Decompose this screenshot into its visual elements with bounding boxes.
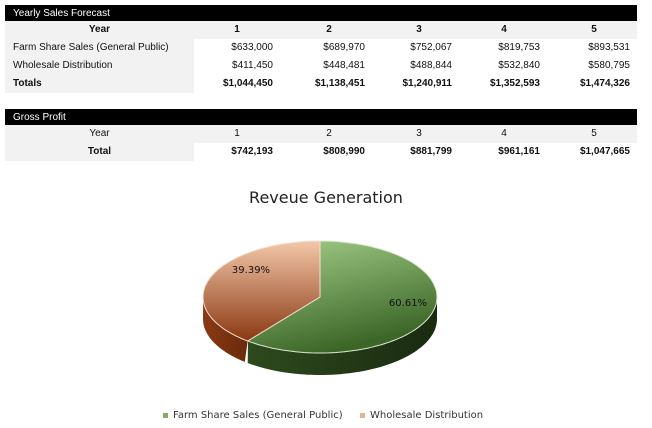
legend-item-wholesale: Wholesale Distribution xyxy=(360,410,483,421)
sales-year-row: Year 1 2 3 4 5 xyxy=(5,21,637,39)
cell: $1,240,911 xyxy=(402,78,453,89)
cell: $488,844 xyxy=(410,60,452,71)
table-row: Wholesale Distribution $411,450 $448,481… xyxy=(5,57,637,75)
year-header: Year xyxy=(5,125,194,143)
row-label: Totals xyxy=(5,75,194,93)
year-5: 5 xyxy=(591,24,597,35)
sales-table-title: Yearly Sales Forecast xyxy=(5,5,637,21)
cell: $580,795 xyxy=(588,60,630,71)
cell: $448,481 xyxy=(323,60,365,71)
cell: $742,193 xyxy=(231,146,273,157)
pie-side-farm-share xyxy=(247,297,437,375)
cell: $752,067 xyxy=(410,42,452,53)
profit-table-title: Gross Profit xyxy=(5,109,637,125)
cell: $893,531 xyxy=(588,42,630,53)
legend-label: Farm Share Sales (General Public) xyxy=(173,410,343,421)
cell: $1,474,326 xyxy=(579,78,630,89)
profit-total-row: Total $742,193 $808,990 $881,799 $961,16… xyxy=(5,143,637,161)
totals-row: Totals $1,044,450 $1,138,451 $1,240,911 … xyxy=(5,75,637,93)
data-label-wholesale: 39.39% xyxy=(232,265,270,276)
data-label-farm-share: 60.61% xyxy=(389,298,427,309)
cell: $532,840 xyxy=(498,60,540,71)
gross-profit-table: Gross Profit Year 1 2 3 4 5 Total $742,1… xyxy=(5,109,637,161)
cell: $808,990 xyxy=(323,146,365,157)
cell: $1,352,593 xyxy=(489,78,540,89)
year-5: 5 xyxy=(591,128,597,139)
profit-year-row: Year 1 2 3 4 5 xyxy=(5,125,637,143)
chart-title: Reveue Generation xyxy=(249,188,403,207)
cell: $819,753 xyxy=(498,42,540,53)
legend-marker xyxy=(163,412,168,418)
cell: $881,799 xyxy=(410,146,452,157)
year-4: 4 xyxy=(501,24,507,35)
year-1: 1 xyxy=(234,128,240,139)
legend-item-farm-share: Farm Share Sales (General Public) xyxy=(163,410,343,421)
cell: $1,044,450 xyxy=(222,78,273,89)
year-4: 4 xyxy=(501,128,507,139)
year-header: Year xyxy=(5,21,194,39)
cell: $411,450 xyxy=(232,60,273,71)
year-2: 2 xyxy=(326,128,332,139)
row-label: Farm Share Sales (General Public) xyxy=(5,39,194,57)
cell: $1,138,451 xyxy=(314,78,365,89)
year-1: 1 xyxy=(234,24,240,35)
table-row: Farm Share Sales (General Public) $633,0… xyxy=(5,39,637,57)
cell: $1,047,665 xyxy=(579,146,630,157)
year-3: 3 xyxy=(416,24,422,35)
pie-slice-farm-share xyxy=(246,240,438,354)
cell: $689,970 xyxy=(323,42,365,53)
legend-marker xyxy=(360,412,365,418)
row-label: Wholesale Distribution xyxy=(5,57,194,75)
legend-label: Wholesale Distribution xyxy=(370,410,484,421)
year-2: 2 xyxy=(326,24,332,35)
cell: $633,000 xyxy=(231,42,273,53)
pie-slice-wholesale xyxy=(202,240,321,342)
cell: $961,161 xyxy=(498,146,540,157)
row-label: Total xyxy=(5,143,194,161)
sales-forecast-table: Yearly Sales Forecast Year 1 2 3 4 5 Far… xyxy=(5,5,637,93)
year-3: 3 xyxy=(416,128,422,139)
